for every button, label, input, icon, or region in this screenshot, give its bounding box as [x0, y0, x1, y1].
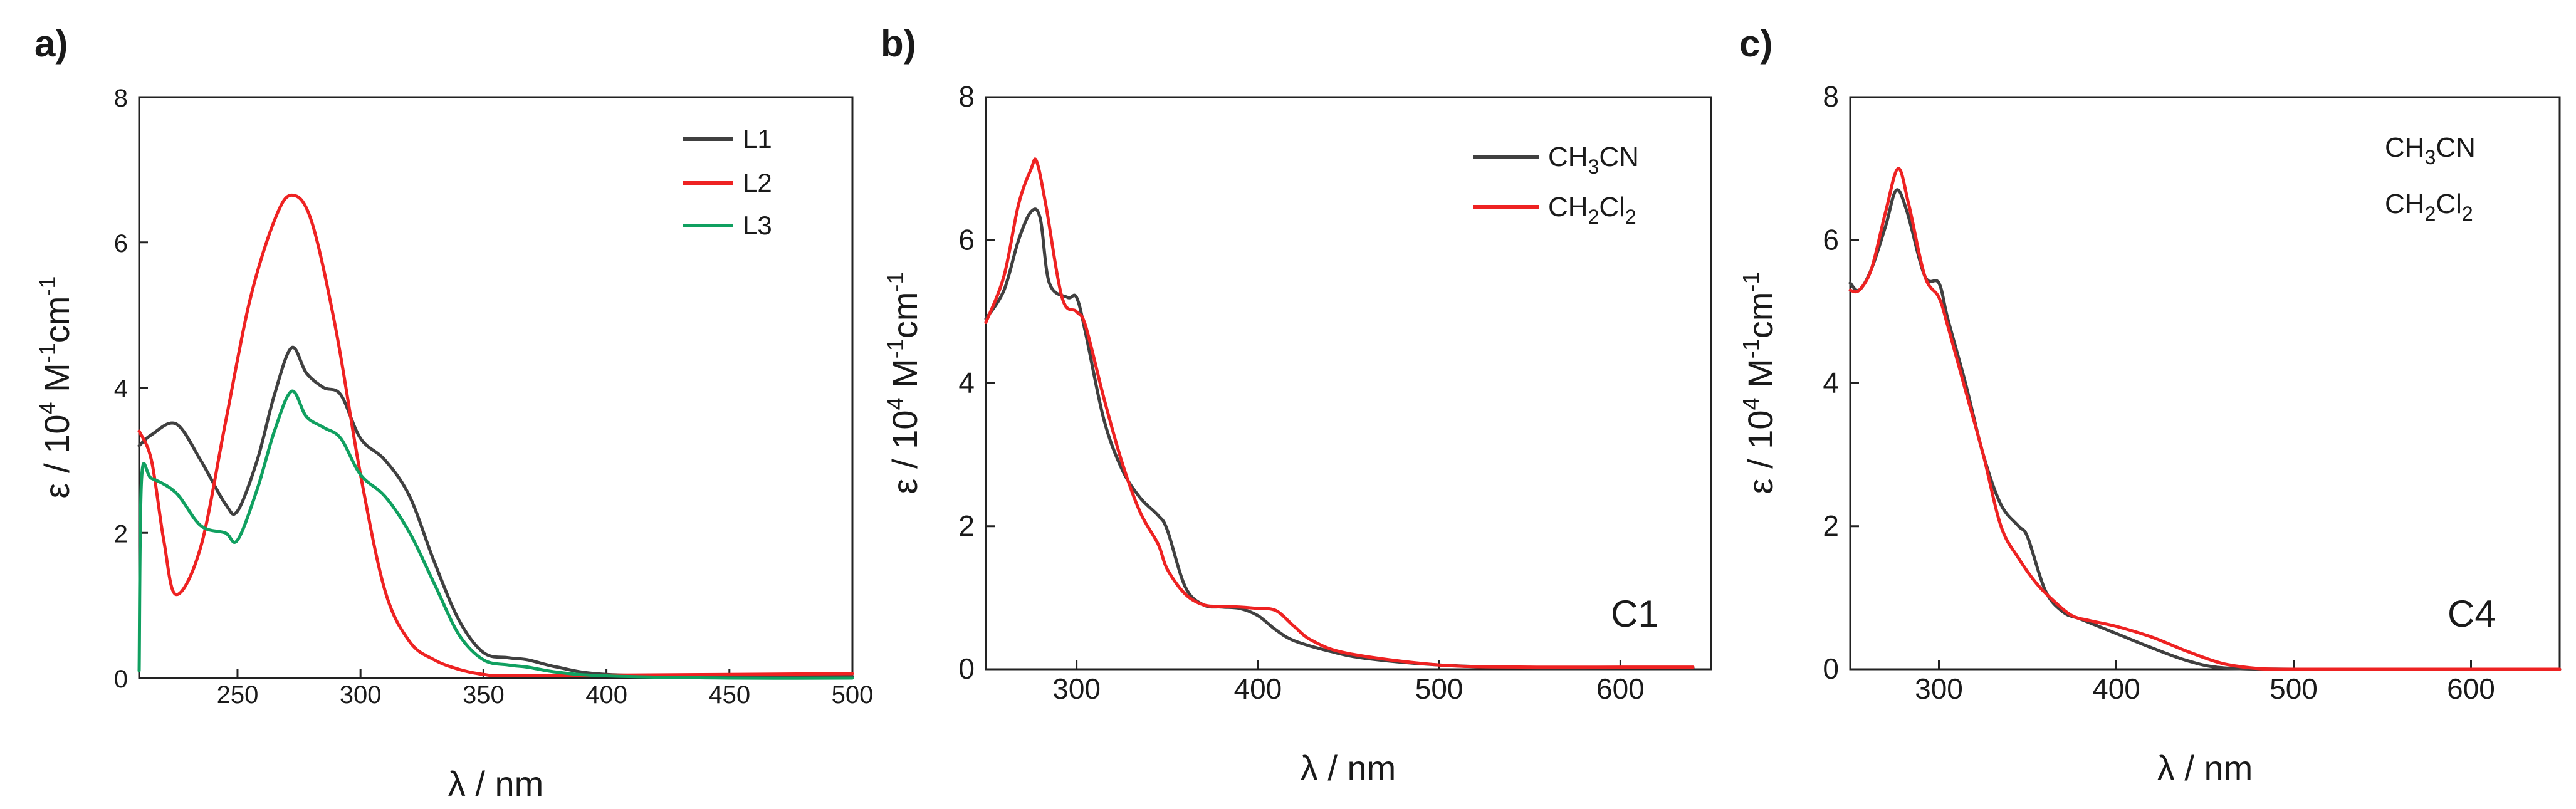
c-y-tick-label: 6 [1823, 223, 1839, 256]
b-x-tick-label: 500 [1415, 672, 1463, 705]
a-series-l1 [137, 345, 854, 679]
panel-b: b) 300 400 500 600 0 2 4 6 8 λ / nm ε / 104 M-1c… [881, 23, 1712, 788]
panel-c-plot-frame [1849, 96, 2561, 671]
panel-c-letter: c) [1739, 23, 1772, 65]
panel-c: c) 300 400 500 600 0 2 4 6 8 λ / nm ε / 104 M-1c… [1738, 23, 2562, 788]
b-y-tick-label: 8 [958, 80, 975, 113]
legend-label-ch3cn-c: CH3CN [2385, 132, 2476, 169]
a-x-tick-label: 500 [832, 681, 874, 709]
a-y-tick-label: 0 [114, 665, 128, 693]
a-x-tick-label: 250 [217, 681, 259, 709]
b-y-tick-label: 0 [958, 652, 975, 685]
legend-label-ch2cl2-c: CH2Cl2 [2385, 189, 2473, 225]
panel-a-legend: L1 L2 L3 [683, 124, 772, 240]
a-series-l3 [137, 389, 854, 680]
b-series-ch3cn [984, 207, 1695, 670]
c-y-tick-label: 4 [1823, 367, 1839, 399]
panel-a: a) 250 300 350 400 450 500 0 2 4 6 8 λ / nm ε / 10… [34, 23, 873, 803]
panel-b-sample-label: C1 [1611, 593, 1659, 635]
a-x-tick-label: 350 [463, 681, 505, 709]
c-y-tick-label: 2 [1823, 509, 1839, 542]
legend-label-l1: L1 [743, 124, 772, 154]
panel-b-x-axis-title: λ / nm [1301, 748, 1396, 788]
panel-a-series-group [137, 193, 854, 680]
panel-b-y-axis-title: ε / 104 M-1cm-1 [882, 272, 924, 494]
a-series-l2 [137, 193, 854, 678]
a-x-tick-label: 400 [585, 681, 627, 709]
b-y-tick-label: 2 [958, 509, 975, 542]
b-x-tick-label: 400 [1234, 672, 1282, 705]
legend-label-ch2cl2: CH2Cl2 [1548, 192, 1636, 228]
legend-label-l3: L3 [743, 211, 772, 240]
legend-label-ch3cn: CH3CN [1548, 142, 1639, 178]
b-x-tick-label: 600 [1596, 672, 1645, 705]
panel-b-series-group [984, 157, 1695, 670]
panel-b-ticks: 300 400 500 600 0 2 4 6 8 [958, 80, 1644, 705]
b-y-tick-label: 4 [958, 367, 975, 399]
b-x-tick-label: 300 [1052, 672, 1101, 705]
panel-b-letter: b) [881, 23, 916, 65]
a-y-tick-label: 4 [114, 375, 128, 403]
panel-a-y-axis-title: ε / 104 M-1cm-1 [34, 276, 76, 499]
a-x-tick-label: 300 [340, 681, 382, 709]
c-x-tick-label: 300 [1915, 672, 1963, 705]
panel-a-letter: a) [34, 23, 68, 65]
c-y-tick-label: 0 [1823, 652, 1839, 685]
panel-a-x-axis-title: λ / nm [448, 764, 543, 803]
b-series-ch2cl2 [984, 157, 1695, 669]
a-y-tick-label: 2 [114, 520, 128, 548]
panel-c-y-axis-title: ε / 104 M-1cm-1 [1738, 272, 1780, 494]
panel-c-x-axis-title: λ / nm [2157, 748, 2253, 788]
b-y-tick-label: 6 [958, 223, 975, 256]
panel-c-sample-label: C4 [2448, 593, 2496, 635]
panel-c-legend: CH3CN CH2Cl2 [2385, 132, 2476, 225]
panel-a-ticks: 250 300 350 400 450 500 0 2 4 6 8 [114, 85, 874, 709]
panel-b-legend: CH3CN CH2Cl2 [1473, 142, 1639, 228]
legend-label-l2: L2 [743, 168, 772, 197]
panel-c-ticks: 300 400 500 600 0 2 4 6 8 [1823, 80, 2495, 705]
panel-c-series-group [1848, 167, 2562, 671]
a-y-tick-label: 8 [114, 85, 128, 112]
a-y-tick-label: 6 [114, 230, 128, 258]
c-x-tick-label: 500 [2270, 672, 2318, 705]
a-x-tick-label: 450 [708, 681, 750, 709]
c-y-tick-label: 8 [1823, 80, 1839, 113]
c-series-ch2cl2 [1848, 167, 2562, 671]
c-x-tick-label: 400 [2092, 672, 2140, 705]
c-x-tick-label: 600 [2447, 672, 2495, 705]
